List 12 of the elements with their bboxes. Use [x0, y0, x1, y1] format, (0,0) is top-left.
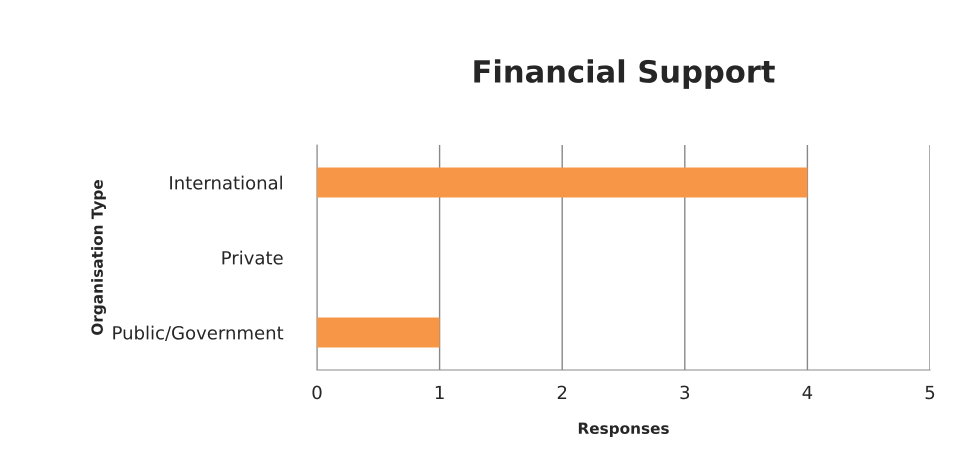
- x-tick-label: 1: [436, 386, 444, 399]
- x-tick-label: 3: [680, 386, 690, 400]
- x-tick-label: 2: [558, 386, 566, 399]
- y-tick-label: Public/Government: [113, 326, 284, 342]
- x-tick-label: 4: [802, 386, 812, 399]
- y-axis-title: Organisation Type: [91, 180, 106, 335]
- x-tick-label: 0: [312, 386, 322, 400]
- y-tick-label: Private: [222, 250, 283, 265]
- chart-title: Financial Support: [474, 59, 775, 89]
- y-tick-label: International: [170, 176, 282, 190]
- x-tick-label: 5: [926, 386, 934, 400]
- x-axis-title: Responses: [578, 422, 669, 437]
